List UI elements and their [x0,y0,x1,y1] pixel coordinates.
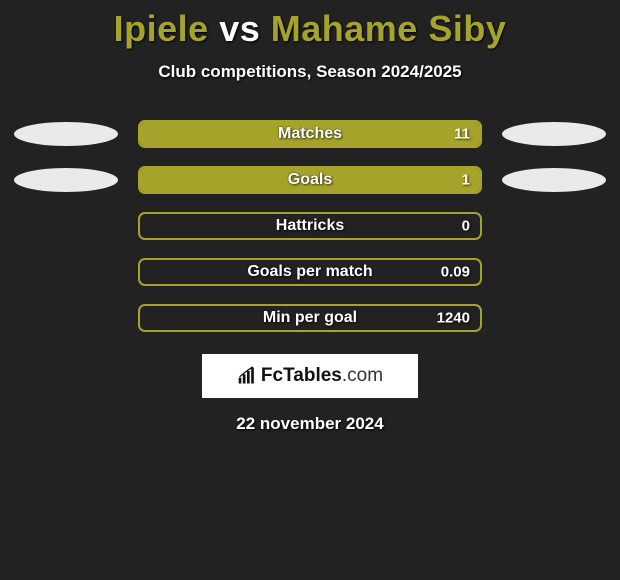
stat-label: Min per goal [263,309,357,327]
stat-label: Goals [288,171,332,189]
stat-row: Goals per match 0.09 [10,258,610,286]
logo-domain: .com [342,365,383,386]
bar-chart-icon [237,366,257,386]
stat-value: 0.09 [441,264,470,281]
stat-row: Matches 11 [10,120,610,148]
stat-value: 1240 [437,310,470,327]
stat-label: Goals per match [247,263,372,281]
stat-row: Min per goal 1240 [10,304,610,332]
player1-name: Ipiele [114,8,209,49]
logo-box: FcTables.com [202,354,418,398]
stat-value: 11 [454,126,470,143]
player2-name: Mahame Siby [271,8,507,49]
logo-brand: FcTables [261,365,342,386]
stat-label: Matches [278,125,342,143]
subtitle: Club competitions, Season 2024/2025 [0,62,620,82]
stat-label: Hattricks [276,217,344,235]
stat-bar: Matches 11 [138,120,482,148]
stat-value: 1 [462,172,470,189]
title-vs: vs [219,8,260,49]
comparison-title: Ipiele vs Mahame Siby [0,0,620,50]
player2-marker [502,168,606,192]
stat-bar: Hattricks 0 [138,212,482,240]
stats-rows: Matches 11 Goals 1 Hattricks 0 Goals per match… [0,120,620,332]
stat-row: Goals 1 [10,166,610,194]
stat-bar: Min per goal 1240 [138,304,482,332]
date-text: 22 november 2024 [0,414,620,434]
stat-value: 0 [462,218,470,235]
logo-text: FcTables.com [261,365,383,387]
stat-bar: Goals per match 0.09 [138,258,482,286]
player2-marker [502,122,606,146]
player1-marker [14,168,118,192]
player1-marker [14,122,118,146]
stat-row: Hattricks 0 [10,212,610,240]
stat-bar: Goals 1 [138,166,482,194]
